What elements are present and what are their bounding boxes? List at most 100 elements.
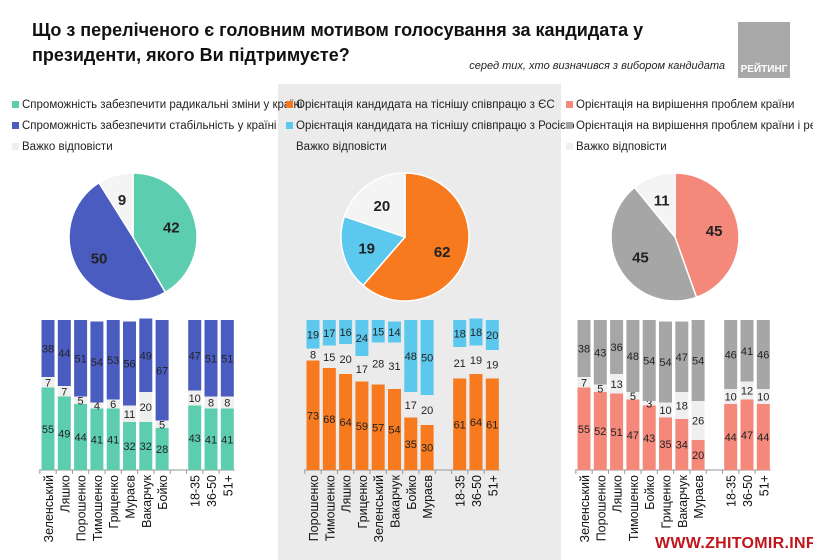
legend-2: Орієнтація кандидата на тіснішу співпрац…: [286, 94, 574, 157]
legend-3: Орієнтація на вирішення проблем країни О…: [566, 94, 813, 157]
bar-value-label: 20: [140, 402, 152, 414]
bar-value-label: 8: [208, 398, 214, 410]
bar-segment: [675, 392, 689, 419]
legend-label: Спроможність забезпечити радикальні змін…: [22, 98, 303, 111]
pie-slice: [361, 172, 470, 302]
bar-value-label: 10: [189, 393, 201, 405]
bar-segment: [691, 440, 705, 470]
x-tick-label: 18-35: [725, 475, 739, 507]
bar-value-label: 52: [594, 426, 606, 438]
bar-value-label: 15: [372, 326, 384, 338]
bar-value-label: 7: [581, 377, 587, 389]
bar-segment: [339, 320, 353, 344]
bar-value-label: 18: [676, 401, 688, 413]
legend-label: Важко відповісти: [296, 140, 387, 153]
bar-value-label: 47: [741, 430, 753, 442]
bar-segment: [610, 374, 624, 394]
bar-segment: [106, 320, 120, 400]
x-tick-label: Зеленський: [578, 475, 592, 542]
bar-segment: [626, 399, 640, 470]
legend-item: Спроможність забезпечити радикальні змін…: [12, 94, 302, 115]
bar-value-label: 67: [156, 365, 168, 377]
bar-value-label: 44: [757, 432, 769, 444]
bar-segment: [123, 321, 136, 406]
bar-segment: [306, 320, 320, 349]
pie-slice: [674, 172, 740, 299]
legend-swatch: [566, 122, 573, 129]
bar-segment: [453, 347, 467, 379]
bar-segment: [453, 378, 467, 470]
legend-label: Орієнтація на вирішення проблем країни: [576, 98, 795, 111]
bar-segment: [740, 399, 754, 470]
bar-segment: [740, 381, 754, 400]
legend-label: Орієнтація кандидата на тіснішу співпрац…: [296, 98, 555, 111]
x-tick-label: Тимошенко: [627, 475, 641, 541]
bar-segment: [724, 404, 738, 470]
bar-value-label: 20: [692, 450, 704, 462]
bar-segment: [90, 408, 104, 470]
x-tick-label: Тимошенко: [323, 475, 337, 541]
bar-segment: [220, 320, 234, 397]
x-tick-label: 18-35: [189, 475, 203, 507]
bar-value-label: 32: [123, 441, 135, 453]
x-tick-label: Мураєв: [421, 475, 435, 519]
bar-value-label: 43: [594, 347, 606, 359]
bar-value-label: 21: [454, 358, 466, 370]
bar-segment: [123, 422, 136, 470]
bar-segment: [306, 348, 320, 361]
bar-segment: [139, 318, 153, 392]
bar-value-label: 5: [630, 391, 636, 403]
bar-value-label: 46: [757, 350, 769, 362]
bar-segment: [610, 320, 624, 374]
bar-segment: [90, 402, 104, 409]
bar-segment: [626, 320, 640, 392]
bar-value-label: 41: [205, 434, 217, 446]
bar-segment: [740, 320, 754, 382]
bar-segment: [724, 389, 738, 404]
logo-text: РЕЙТИНГ: [740, 64, 788, 75]
bar-value-label: 5: [78, 395, 84, 407]
legend-swatch: [566, 101, 573, 108]
bar-segment: [306, 360, 320, 470]
legend-1: Спроможність забезпечити радикальні змін…: [12, 94, 302, 157]
bar-value-label: 38: [578, 344, 590, 356]
bar-value-label: 20: [486, 330, 498, 342]
x-tick-label: Гриценко: [107, 475, 121, 528]
bar-segment: [188, 320, 202, 391]
bar-value-label: 10: [757, 392, 769, 404]
bar-segment: [642, 320, 656, 401]
bar-value-label: 53: [107, 355, 119, 367]
bar-segment: [577, 387, 591, 470]
x-tick-label: 51+: [757, 475, 771, 496]
pie-slice: [343, 172, 406, 239]
bar-value-label: 31: [388, 361, 400, 373]
bar-value-label: 20: [339, 354, 351, 366]
x-tick-label: 51+: [486, 475, 500, 496]
bar-value-label: 55: [42, 424, 54, 436]
bar-value-label: 32: [140, 441, 152, 453]
legend-label: Орієнтація на вирішення проблем країни і…: [576, 119, 813, 132]
chart-title: Що з переліченого є головним мотивом гол…: [32, 20, 644, 65]
bar-segment: [610, 393, 624, 470]
x-tick-label: Бойко: [643, 475, 657, 510]
x-tick-label: 18-35: [454, 475, 468, 507]
bar-value-label: 19: [486, 359, 498, 371]
bar-segment: [469, 374, 483, 470]
bar-value-label: 56: [123, 359, 135, 371]
bar-segment: [642, 405, 656, 470]
bar-segment: [388, 342, 401, 389]
legend-item: Орієнтація на вирішення проблем країни: [566, 94, 813, 115]
bar-value-label: 54: [692, 356, 704, 368]
legend-item: Орієнтація кандидата на тіснішу співпрац…: [286, 94, 574, 115]
bar-segment: [659, 321, 672, 403]
x-tick-label: Мураєв: [124, 475, 138, 519]
bar-value-label: 61: [454, 419, 466, 431]
bar-segment: [420, 425, 434, 470]
bar-segment: [188, 390, 202, 406]
bar-segment: [204, 320, 218, 397]
bar-value-label: 8: [224, 398, 230, 410]
x-tick-label: Бойко: [156, 475, 170, 510]
bar-segment: [339, 344, 353, 374]
x-tick-label: 51+: [221, 475, 235, 496]
x-tick-label: Порошенко: [594, 475, 608, 541]
